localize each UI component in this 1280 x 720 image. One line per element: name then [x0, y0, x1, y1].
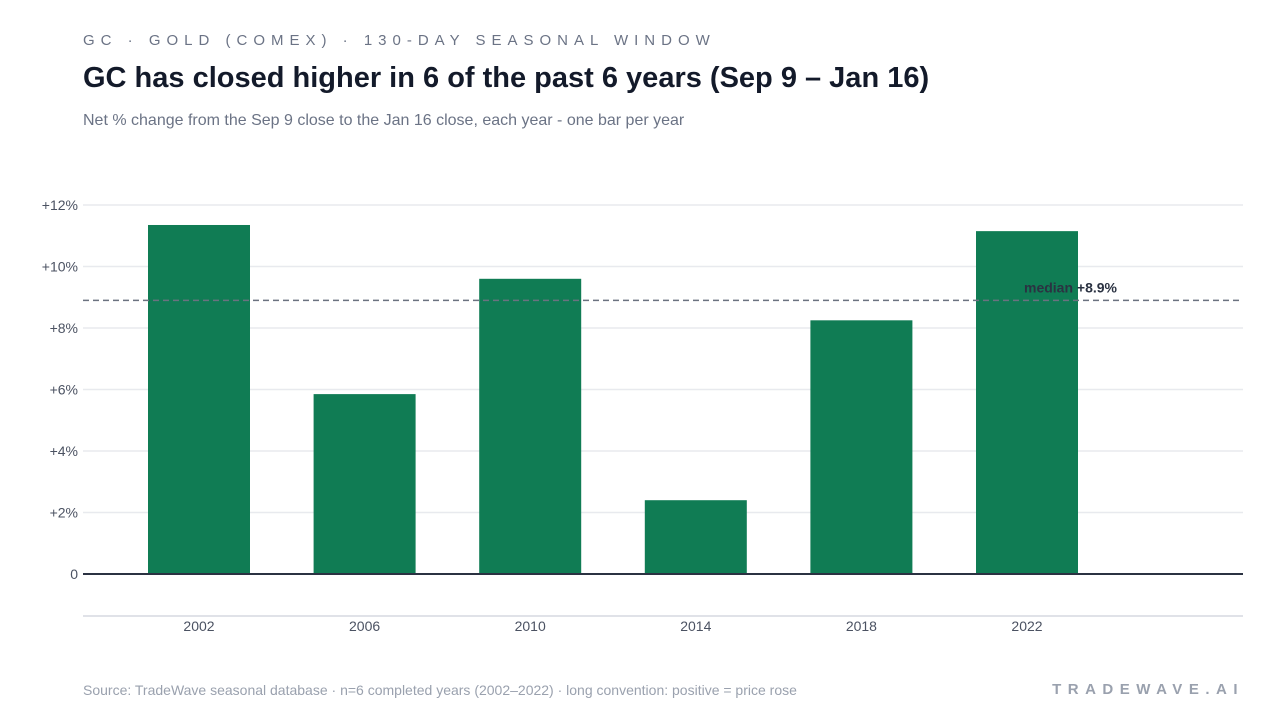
- x-tick-label: 2006: [349, 618, 380, 634]
- chart-kicker: GC · GOLD (COMEX) · 130-DAY SEASONAL WIN…: [83, 32, 716, 49]
- median-label: median +8.9%: [1024, 279, 1118, 295]
- bar-2022: [976, 231, 1078, 574]
- chart-subtitle: Net % change from the Sep 9 close to the…: [83, 112, 685, 129]
- brand-logo-text: TRADEWAVE.AI: [1052, 681, 1244, 698]
- y-tick-label: +10%: [42, 259, 78, 275]
- chart-title: GC has closed higher in 6 of the past 6 …: [83, 62, 930, 94]
- x-tick-label: 2018: [846, 618, 877, 634]
- y-tick-label: +8%: [50, 320, 78, 336]
- bars: [148, 224, 1078, 575]
- y-axis-ticks: 0 +2% +4% +6% +8% +10% +12%: [42, 197, 78, 582]
- bar-2018: [810, 320, 913, 574]
- x-axis-ticks: 2002 2006 2010 2014 2018 2022: [183, 618, 1042, 634]
- bar-2014: [644, 500, 747, 574]
- y-tick-label: 0: [70, 566, 78, 582]
- x-tick-label: 2010: [515, 618, 546, 634]
- y-tick-label: +2%: [50, 505, 78, 521]
- y-tick-label: +6%: [50, 382, 78, 398]
- x-tick-label: 2014: [680, 618, 711, 634]
- bar-2010: [479, 278, 582, 574]
- source-note: Source: TradeWave seasonal database · n=…: [83, 682, 797, 698]
- x-tick-label: 2002: [183, 618, 214, 634]
- y-tick-label: +12%: [42, 197, 78, 213]
- y-tick-label: +4%: [50, 443, 78, 459]
- x-tick-label: 2022: [1011, 618, 1042, 634]
- bar-2006: [313, 394, 416, 574]
- bar-2002: [148, 224, 250, 575]
